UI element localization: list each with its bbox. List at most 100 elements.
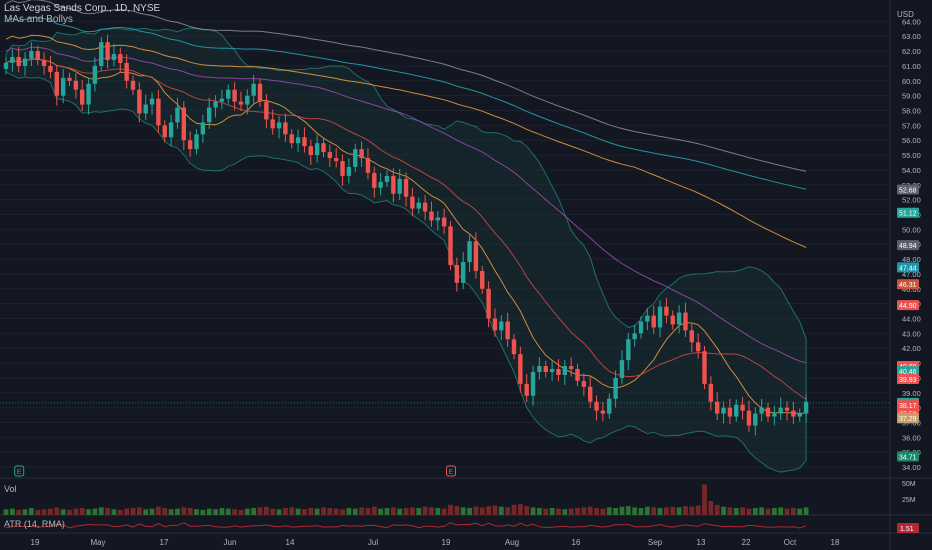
- candle-body: [359, 149, 364, 159]
- price-label-box: [897, 373, 919, 384]
- price-label-text: 52.68: [899, 188, 917, 195]
- volume-bar: [644, 506, 650, 515]
- y-tick-label: 43.00: [902, 329, 921, 338]
- atr-value-text: 1.51: [900, 526, 914, 533]
- x-tick-label: Sep: [648, 538, 663, 547]
- candle-body: [137, 89, 142, 114]
- volume-bar: [562, 509, 568, 515]
- candle-body: [429, 211, 434, 221]
- volume-bar: [244, 508, 250, 515]
- candle-body: [340, 161, 345, 176]
- volume-bar: [435, 508, 441, 515]
- atr-pane-label: ATR (14, RMA): [4, 519, 65, 529]
- candle-body: [670, 315, 675, 325]
- candle-body: [683, 312, 688, 331]
- candle-body: [505, 321, 510, 340]
- volume-bar: [530, 507, 536, 515]
- volume-bar: [492, 505, 498, 515]
- candle-body: [702, 351, 707, 384]
- volume-bar: [29, 508, 34, 515]
- volume-bar: [130, 508, 136, 515]
- volume-bar: [295, 508, 301, 515]
- candle-body: [403, 178, 409, 197]
- candle-body: [232, 89, 237, 102]
- candle-body: [613, 377, 618, 399]
- candle-body: [632, 333, 637, 340]
- candle-body: [384, 175, 390, 182]
- y-tick-label: 62.00: [902, 47, 921, 56]
- volume-bar: [708, 501, 714, 515]
- volume-bar: [257, 507, 263, 515]
- price-label-box: [897, 300, 919, 311]
- candle-body: [283, 122, 288, 135]
- candle-body: [537, 366, 542, 372]
- candle-body: [689, 330, 694, 343]
- candle-body: [607, 398, 612, 414]
- y-tick-label: 52.00: [902, 196, 921, 205]
- price-label: 34.71: [897, 451, 919, 462]
- candle-body: [80, 89, 85, 105]
- candle-body: [753, 413, 758, 426]
- candle-body: [651, 315, 656, 328]
- candle-body: [397, 178, 402, 194]
- candle-body: [695, 342, 701, 352]
- candle-body: [257, 83, 263, 102]
- volume-bar: [486, 506, 491, 515]
- y-tick-label: 61.00: [902, 62, 921, 71]
- volume-bar: [721, 506, 726, 515]
- price-label-text: 37.29: [899, 416, 917, 423]
- volume-bar: [460, 507, 466, 515]
- volume-bar: [289, 507, 295, 515]
- atr-line: [5, 522, 807, 529]
- price-label-box: [897, 400, 919, 411]
- candle-body: [200, 122, 206, 135]
- price-label: 39.93: [897, 373, 919, 384]
- candle-body: [187, 140, 193, 150]
- y-tick-label: 63.00: [902, 32, 921, 41]
- volume-bar: [111, 509, 117, 515]
- volume-bar: [632, 507, 638, 515]
- x-tick-label: May: [90, 538, 105, 547]
- candle-body: [156, 98, 161, 126]
- candle-body: [600, 410, 606, 414]
- candle-body: [35, 51, 40, 60]
- candle-body: [448, 226, 453, 266]
- volume-bar: [314, 508, 320, 515]
- volume-bar: [606, 507, 612, 515]
- price-label-box: [897, 279, 919, 290]
- candle-body: [480, 270, 485, 289]
- volume-bar: [479, 507, 485, 515]
- y-tick-label: 34.00: [902, 463, 921, 472]
- volume-bar: [60, 509, 66, 515]
- candle-body: [41, 60, 47, 66]
- volume-bar: [283, 508, 288, 515]
- volume-bar: [124, 508, 130, 515]
- y-tick-label: 39.00: [902, 389, 921, 398]
- candle-body: [575, 369, 580, 381]
- candle-body: [264, 101, 269, 120]
- volume-pane-label: Vol: [4, 484, 17, 494]
- volume-bar: [587, 506, 593, 515]
- volume-bar: [600, 508, 606, 515]
- volume-bar: [206, 508, 212, 515]
- candle-body: [378, 181, 383, 188]
- candle-body: [67, 77, 72, 81]
- volume-bar: [403, 508, 409, 515]
- candle-body: [162, 125, 167, 138]
- candle-body: [327, 152, 333, 159]
- candle-body: [194, 134, 199, 150]
- price-label-text: 39.93: [899, 377, 917, 384]
- volume-bar: [213, 509, 218, 515]
- volume-bar: [200, 509, 206, 515]
- volume-bar: [390, 507, 396, 515]
- ma-100-line: [5, 34, 807, 248]
- volume-bar: [219, 508, 225, 515]
- candle-body: [346, 166, 352, 176]
- volume-bar: [613, 508, 618, 515]
- price-label-box: [897, 451, 919, 462]
- volume-bar: [441, 508, 447, 515]
- volume-bar: [759, 507, 765, 515]
- volume-bar: [676, 507, 682, 515]
- volume-bar: [797, 508, 803, 515]
